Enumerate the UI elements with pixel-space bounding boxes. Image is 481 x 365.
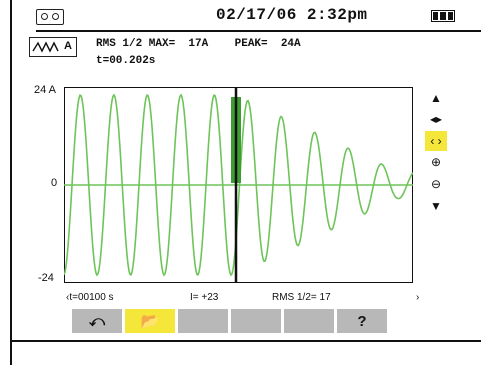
date-time: 02/17/06 2:32pm bbox=[216, 6, 368, 24]
screen-bottom-border bbox=[10, 340, 481, 342]
status-rms: RMS 1/2= 17 bbox=[272, 292, 331, 303]
scroll-down-icon[interactable]: ▼ bbox=[430, 199, 442, 213]
scroll-up-icon[interactable]: ▲ bbox=[430, 91, 442, 105]
current-waveform bbox=[64, 93, 413, 277]
zoom-in-icon[interactable]: ⊕ bbox=[430, 155, 442, 169]
status-next-arrow[interactable]: › bbox=[416, 292, 420, 303]
waveform-mode-icon[interactable]: A bbox=[29, 37, 77, 57]
zoom-out-icon[interactable]: ⊖ bbox=[430, 177, 442, 191]
top-status-bar: 02/17/06 2:32pm bbox=[36, 6, 481, 32]
function-key-bar: ⤺ 📂? bbox=[72, 309, 387, 333]
return-button[interactable]: ⤺ bbox=[72, 309, 122, 333]
measurement-line-2: t=00.202s bbox=[96, 55, 156, 67]
status-time: ‹t=00100 s bbox=[66, 292, 114, 303]
cursor-move-icon[interactable]: ‹ › bbox=[425, 131, 447, 151]
status-index: I= +23 bbox=[190, 292, 219, 303]
battery-icon bbox=[431, 10, 455, 22]
measurement-line-1: RMS 1/2 MAX= 17A PEAK= 24A bbox=[96, 38, 301, 50]
y-axis-top-label: 24 A bbox=[34, 84, 57, 96]
help-button[interactable]: ? bbox=[337, 309, 387, 333]
waveform-plot bbox=[64, 87, 413, 283]
fkey-5-button[interactable] bbox=[284, 309, 334, 333]
pan-left-right-icon[interactable]: ◂▸ bbox=[429, 112, 443, 126]
tape-icon bbox=[36, 9, 64, 25]
y-axis-zero-label: 0 bbox=[51, 177, 58, 189]
fkey-4-button[interactable] bbox=[231, 309, 281, 333]
fkey-3-button[interactable] bbox=[178, 309, 228, 333]
screen-left-border bbox=[10, 0, 12, 365]
y-axis-bottom-label: -24 bbox=[38, 272, 54, 284]
open-folder-button[interactable]: 📂 bbox=[125, 309, 175, 333]
waveform-mode-label: A bbox=[64, 40, 72, 52]
